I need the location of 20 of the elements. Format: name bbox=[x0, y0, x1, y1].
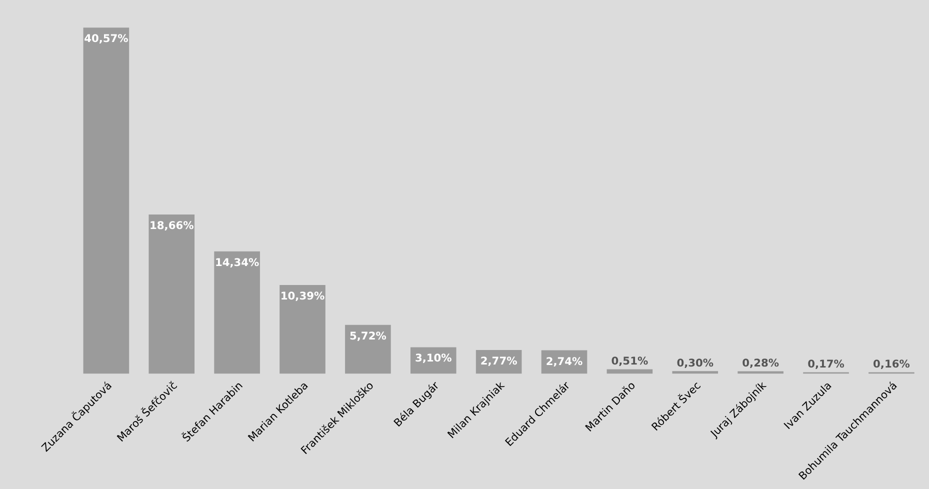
data-label: 10,39% bbox=[280, 290, 325, 303]
data-label: 0,17% bbox=[808, 357, 845, 370]
data-label: 40,57% bbox=[84, 32, 129, 46]
bar bbox=[606, 369, 653, 374]
bar bbox=[83, 28, 130, 374]
data-label: 0,30% bbox=[676, 356, 714, 370]
data-label: 14,34% bbox=[214, 256, 260, 269]
data-label: 5,72% bbox=[350, 329, 387, 342]
data-label: 0,28% bbox=[742, 356, 780, 370]
data-label: 18,66% bbox=[149, 218, 194, 232]
data-label: 0,16% bbox=[873, 357, 910, 370]
bar bbox=[148, 214, 195, 374]
data-label: 2,74% bbox=[546, 354, 584, 368]
data-label: 0,51% bbox=[611, 354, 648, 368]
bar bbox=[345, 324, 391, 374]
data-label: 2,77% bbox=[480, 354, 518, 368]
bar bbox=[280, 285, 326, 374]
bar bbox=[672, 371, 718, 374]
data-label: 3,10% bbox=[414, 352, 452, 365]
bar bbox=[214, 251, 260, 374]
